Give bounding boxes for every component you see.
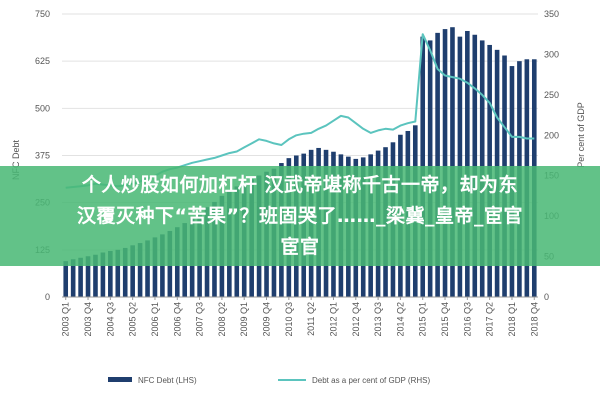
headline-line-1: 个人炒股如何加杠杆 汉武帝堪称千古一帝，却为东: [81, 173, 519, 196]
x-tick-label: 2009 Q1: [239, 302, 249, 337]
debt-gdp-line: [65, 33, 535, 189]
bar: [85, 256, 91, 297]
legend-label-bar: NFC Debt (LHS): [138, 376, 197, 385]
bar: [450, 27, 455, 298]
headline-banner: 个人炒股如何加杠杆 汉武帝堪称千古一帝，却为东 汉覆灭种下“苦果”？班固哭了………: [0, 166, 600, 266]
x-tick-label: 2010 Q3: [284, 302, 294, 337]
right-axis-title: Per cent of GDP: [576, 102, 586, 168]
right-tick-label: 300: [544, 49, 559, 59]
bar: [465, 30, 470, 297]
x-tick-label: 2016 Q3: [462, 302, 472, 337]
headline-line-3: 宦官: [280, 235, 320, 258]
bar: [122, 247, 128, 297]
x-tick-label: 2011 Q2: [306, 302, 316, 336]
x-tick-label: 2003 Q1: [61, 302, 71, 337]
bar: [108, 250, 113, 297]
left-tick-label: 500: [35, 103, 50, 113]
left-tick-label: 0: [45, 292, 50, 302]
x-tick-label: 2004 Q3: [105, 302, 115, 337]
left-tick-label: 750: [35, 9, 50, 19]
x-tick-label: 2006 Q1: [150, 302, 160, 337]
x-tick-label: 2013 Q3: [373, 302, 383, 337]
right-tick-label: 250: [544, 90, 559, 100]
right-tick-label: 0: [544, 292, 549, 302]
x-tick-label: 2012 Q1: [328, 302, 338, 337]
bar: [63, 261, 69, 297]
x-tick-label: 2007 Q3: [195, 302, 205, 337]
line-series: [65, 33, 535, 189]
bar: [442, 29, 448, 298]
bar: [93, 254, 98, 297]
left-tick-label: 375: [35, 151, 50, 161]
bar: [152, 237, 158, 297]
bar: [137, 243, 143, 297]
x-tick-label: 2003 Q4: [83, 302, 93, 337]
bar: [115, 249, 121, 297]
left-axis-title: NFC Debt: [11, 140, 21, 181]
x-tick-label: 2005 Q2: [128, 302, 138, 337]
x-tick-label: 2018 Q1: [507, 302, 517, 337]
legend-label-line: Debt as a per cent of GDP (RHS): [312, 376, 430, 385]
left-tick-label: 625: [35, 56, 50, 66]
x-tick-label: 2018 Q4: [529, 302, 539, 337]
bar: [78, 257, 83, 297]
headline-line-2: 汉覆灭种下“苦果”？班固哭了……_梁冀_皇帝_宦官: [77, 204, 523, 227]
bar: [145, 240, 150, 297]
right-tick-label: 200: [544, 130, 559, 140]
x-tick-label: 2008 Q2: [217, 302, 227, 337]
bar: [130, 245, 135, 297]
bar: [472, 34, 478, 298]
legend: NFC Debt (LHS) Debt as a per cent of GDP …: [108, 376, 430, 385]
legend-swatch-bar: [108, 377, 132, 382]
bar: [100, 252, 106, 297]
bar: [70, 259, 76, 297]
x-tick-label: 2009 Q4: [262, 302, 272, 337]
x-tick-label: 2006 Q4: [172, 302, 182, 337]
x-tick-label: 2014 Q2: [395, 302, 405, 337]
bar: [435, 32, 440, 297]
x-tick-label: 2015 Q1: [418, 302, 428, 337]
x-tick-label: 2017 Q2: [485, 302, 495, 337]
right-tick-label: 350: [544, 9, 559, 19]
x-tick-label: 2012 Q4: [351, 302, 361, 337]
x-axis: 2003 Q1 2003 Q4 2004 Q3 2005 Q2 2006 Q1 2006 …: [61, 296, 539, 337]
x-tick-label: 2015 Q4: [440, 302, 450, 337]
headline-text: 个人炒股如何加杠杆 汉武帝堪称千古一帝，却为东 汉覆灭种下“苦果”？班固哭了………: [77, 170, 523, 263]
